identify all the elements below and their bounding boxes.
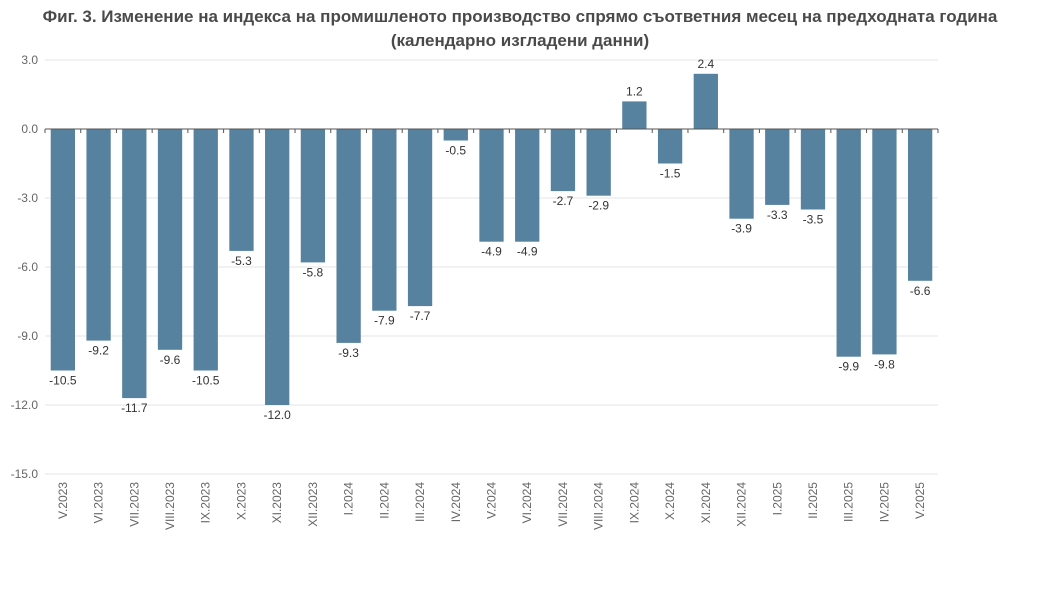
zero-axis [44, 128, 939, 133]
x-tick-label: III.2025 [842, 482, 856, 522]
bar [265, 129, 290, 405]
data-label: -7.7 [410, 309, 431, 323]
data-label: -12.0 [264, 408, 292, 422]
bar [86, 129, 111, 341]
bar [657, 129, 683, 164]
y-tick-label: -3.0 [17, 191, 38, 205]
bar [479, 129, 504, 242]
x-tick-label: VII.2023 [127, 482, 141, 527]
x-tick-label: VI.2023 [92, 482, 106, 524]
y-tick-label: -6.0 [17, 260, 38, 274]
x-tick-label: V.2025 [913, 482, 927, 519]
x-tick-label: XI.2024 [699, 482, 713, 524]
x-tick-label: XII.2023 [306, 482, 320, 527]
bar [729, 129, 754, 219]
bars [50, 73, 933, 405]
bar [50, 129, 76, 371]
data-label: -4.9 [517, 245, 538, 259]
x-tick-label: IV.2025 [877, 482, 891, 523]
x-tick-label: V.2024 [485, 482, 499, 519]
x-tick-label: IX.2024 [627, 482, 641, 524]
data-label: -9.2 [88, 344, 109, 358]
bar [586, 129, 611, 196]
x-axis-ticks: V.2023 VI.2023 VII.2023 VIII.2023 IX.2023 X.2… [56, 482, 927, 530]
data-label: -3.5 [803, 213, 824, 227]
bar [836, 129, 861, 357]
data-label: -2.7 [553, 194, 574, 208]
x-tick-label: IX.2023 [199, 482, 213, 524]
data-label: -5.8 [303, 265, 324, 279]
data-label: -9.3 [338, 346, 359, 360]
bar [622, 101, 647, 129]
y-axis-ticks: 3.0 0.0 -3.0 -6.0 -9.0 -12.0 -15.0 [11, 53, 39, 481]
y-tick-label: -15.0 [11, 467, 39, 481]
data-label: -4.9 [481, 245, 502, 259]
x-tick-label: X.2023 [234, 482, 248, 520]
bar [193, 129, 218, 371]
data-label: -10.5 [49, 374, 77, 388]
bar [300, 129, 326, 263]
x-tick-label: XI.2023 [270, 482, 284, 524]
x-tick-label: X.2024 [663, 482, 677, 520]
bar [407, 129, 433, 307]
data-label: -6.6 [910, 284, 931, 298]
data-label: -3.9 [731, 222, 752, 236]
bar [872, 129, 897, 355]
y-tick-label: -9.0 [17, 329, 38, 343]
x-tick-label: IV.2024 [449, 482, 463, 523]
x-tick-label: I.2024 [342, 482, 356, 516]
bar [229, 129, 254, 251]
bar [515, 129, 540, 242]
bar [907, 129, 933, 281]
bar [443, 129, 468, 141]
y-tick-label: 0.0 [21, 122, 38, 136]
bar [765, 129, 790, 205]
data-label: -9.6 [160, 353, 181, 367]
bar [157, 129, 183, 350]
bar [693, 73, 718, 129]
bar [800, 129, 826, 210]
x-tick-label: VII.2024 [556, 482, 570, 527]
data-label: 1.2 [626, 84, 643, 98]
x-tick-label: VIII.2023 [163, 482, 177, 530]
x-tick-label: V.2023 [56, 482, 70, 519]
data-label: -9.8 [874, 357, 895, 371]
y-tick-label: 3.0 [21, 53, 38, 67]
data-label: -1.5 [660, 167, 681, 181]
bar [372, 129, 397, 311]
y-tick-label: -12.0 [11, 398, 39, 412]
data-label: -5.3 [231, 254, 252, 268]
x-tick-label: XII.2024 [735, 482, 749, 527]
data-label: -2.9 [588, 199, 609, 213]
data-label: -3.3 [767, 208, 788, 222]
bar [122, 129, 147, 399]
x-tick-label: I.2025 [770, 482, 784, 516]
data-label: -11.7 [121, 401, 148, 415]
data-label: -9.9 [838, 360, 859, 374]
bar [550, 129, 576, 192]
bar [336, 129, 361, 343]
x-tick-label: VI.2024 [520, 482, 534, 524]
chart-title: Фиг. 3. Изменение на индекса на промишле… [42, 7, 998, 50]
data-label: -10.5 [192, 374, 220, 388]
data-label: -0.5 [445, 144, 466, 158]
x-tick-label: III.2024 [413, 482, 427, 522]
data-label: 2.4 [697, 57, 714, 71]
x-tick-label: II.2025 [806, 482, 820, 519]
x-tick-label: VIII.2024 [592, 482, 606, 530]
x-tick-label: II.2024 [377, 482, 391, 519]
data-label: -7.9 [374, 314, 395, 328]
data-labels: -10.5 -9.2 -11.7 -9.6 -10.5 -5.3 -12.0 -5.8 -9.3… [49, 57, 931, 422]
